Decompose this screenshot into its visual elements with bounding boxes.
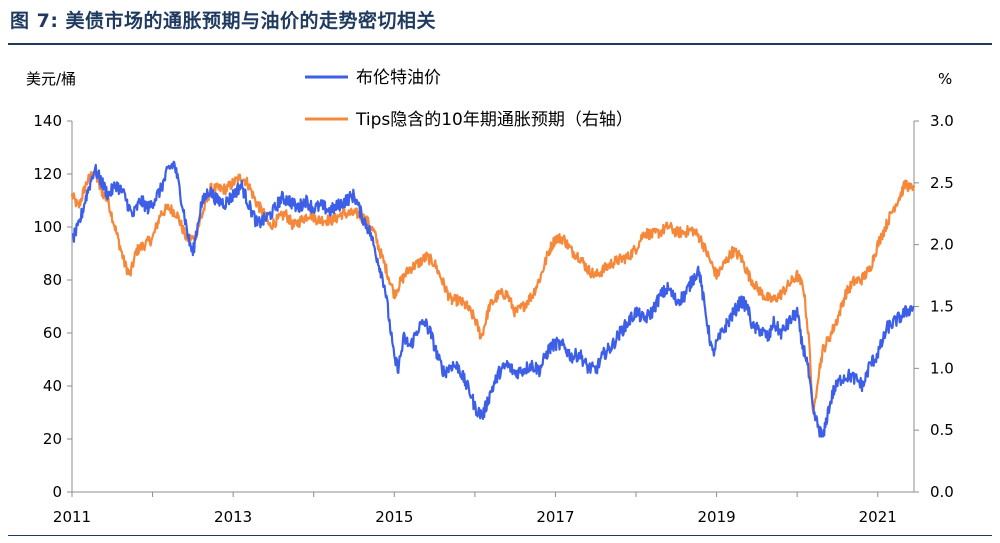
legend-label-tips: Tips隐含的10年期通胀预期（右轴） (355, 110, 633, 130)
axes-group: 0 20 40 60 80 100 120 140 0.0 0.5 1.0 1.5 2.0 2.5 3.0 2… (33, 112, 954, 526)
y-left-tick-label: 40 (43, 377, 62, 395)
x-tick-label: 2021 (859, 508, 897, 526)
figure-title: 图 7: 美债市场的通胀预期与油价的走势密切相关 (10, 10, 437, 32)
bottom-rule (8, 535, 992, 536)
y-right-tick-label: 1.0 (930, 359, 954, 377)
y-left-tick-label: 0 (52, 483, 62, 501)
y-right-tick-label: 3.0 (930, 112, 954, 130)
x-tick-label: 2017 (536, 508, 574, 526)
y-left-tick-label: 100 (33, 218, 62, 236)
x-tick-label: 2015 (375, 508, 413, 526)
x-tick-label: 2013 (214, 508, 252, 526)
right-unit-label: % (938, 70, 952, 88)
y-right-tick-label: 2.0 (930, 236, 954, 254)
y-left-tick-label: 20 (43, 430, 62, 448)
y-right-tick-label: 1.5 (930, 298, 954, 316)
x-tick-label: 2011 (53, 508, 91, 526)
left-unit-label: 美元/桶 (26, 70, 76, 88)
legend-label-brent: 布伦特油价 (356, 68, 441, 88)
series-brent-group (71, 160, 915, 438)
title-rule (8, 43, 992, 45)
y-left-tick-label: 140 (33, 112, 62, 130)
y-right-tick-label: 2.5 (930, 174, 954, 192)
series-tips-group (70, 166, 916, 414)
series-line-brent (71, 160, 915, 438)
x-tick-label: 2019 (697, 508, 735, 526)
series-line-tips (70, 166, 916, 414)
y-left-tick-label: 120 (33, 165, 62, 183)
y-right-tick-label: 0.0 (930, 483, 954, 501)
y-left-tick-label: 60 (43, 324, 62, 342)
y-left-tick-label: 80 (43, 271, 62, 289)
y-right-tick-label: 0.5 (930, 421, 954, 439)
